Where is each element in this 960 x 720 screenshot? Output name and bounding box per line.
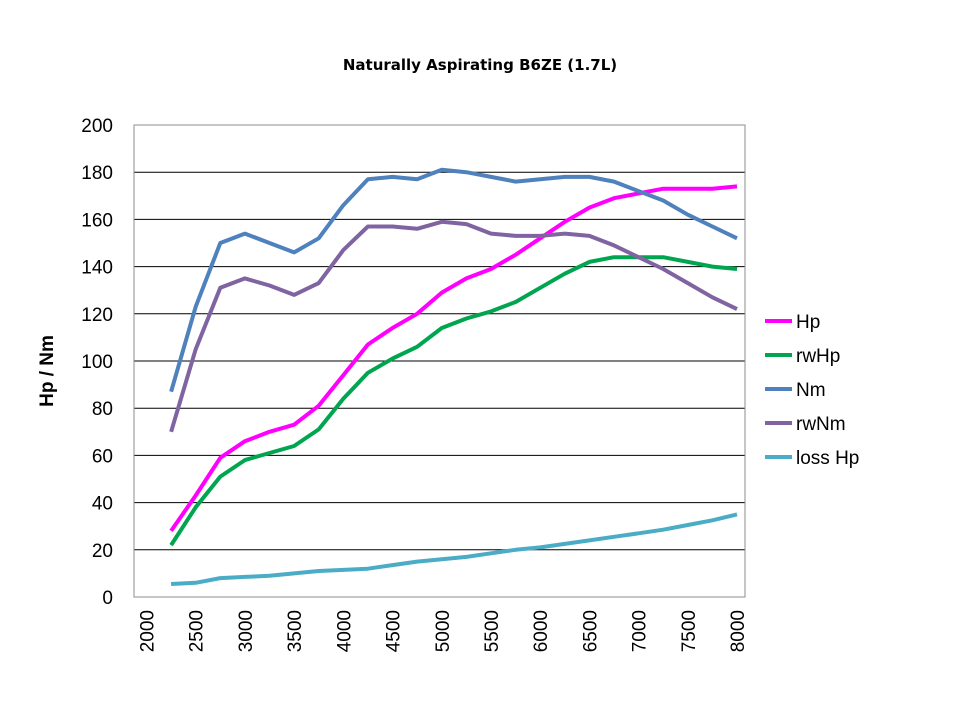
x-tick-label: 7500 [679, 610, 700, 652]
y-tick-label: 0 [102, 588, 113, 609]
y-tick-label: 80 [92, 399, 113, 420]
x-axis-ticks: 2000 2500 3000 3500 4000 4500 5000 5500 6000 6500… [138, 610, 750, 652]
y-tick-label: 140 [81, 258, 113, 279]
legend-label: Nm [796, 380, 826, 401]
x-tick-label: 4000 [334, 610, 355, 652]
y-tick-label: 40 [92, 494, 113, 515]
legend: Hp rwHp Nm rwNm loss Hp [765, 312, 859, 469]
legend-label: Hp [796, 312, 820, 333]
x-tick-label: 3500 [285, 610, 306, 652]
y-tick-label: 160 [81, 210, 113, 231]
legend-label: rwHp [796, 346, 840, 367]
series-line-loss-hp [171, 512, 738, 586]
y-tick-label: 200 [81, 116, 113, 137]
y-tick-label: 60 [92, 446, 113, 467]
x-tick-label: 5000 [433, 610, 454, 652]
x-tick-label: 6000 [531, 610, 552, 652]
x-tick-label: 2500 [187, 610, 208, 652]
y-axis-ticks: 0 20 40 60 80 100 120 140 160 180 200 [81, 116, 113, 609]
chart-title: Naturally Aspirating B6ZE (1.7L) [343, 56, 617, 74]
x-tick-label: 2000 [138, 610, 159, 652]
legend-label: loss Hp [796, 448, 859, 469]
y-tick-label: 20 [92, 541, 113, 562]
plot-area-frame [133, 124, 746, 598]
x-tick-label: 5500 [482, 610, 503, 652]
x-tick-label: 7000 [630, 610, 651, 652]
legend-label: rwNm [796, 414, 846, 435]
series-lines [169, 167, 738, 586]
series-line-rwnm [169, 219, 738, 433]
series-line-nm [169, 167, 738, 393]
x-tick-label: 3000 [236, 610, 257, 652]
x-tick-label: 6500 [580, 610, 601, 652]
x-tick-label: 4500 [384, 610, 405, 652]
y-tick-label: 180 [81, 163, 113, 184]
x-tick-label: 8000 [728, 610, 749, 652]
series-line-rwhp [169, 255, 738, 547]
y-axis-label: Hp / Nm [37, 335, 58, 407]
y-tick-label: 100 [81, 352, 113, 373]
y-tick-label: 120 [81, 305, 113, 326]
